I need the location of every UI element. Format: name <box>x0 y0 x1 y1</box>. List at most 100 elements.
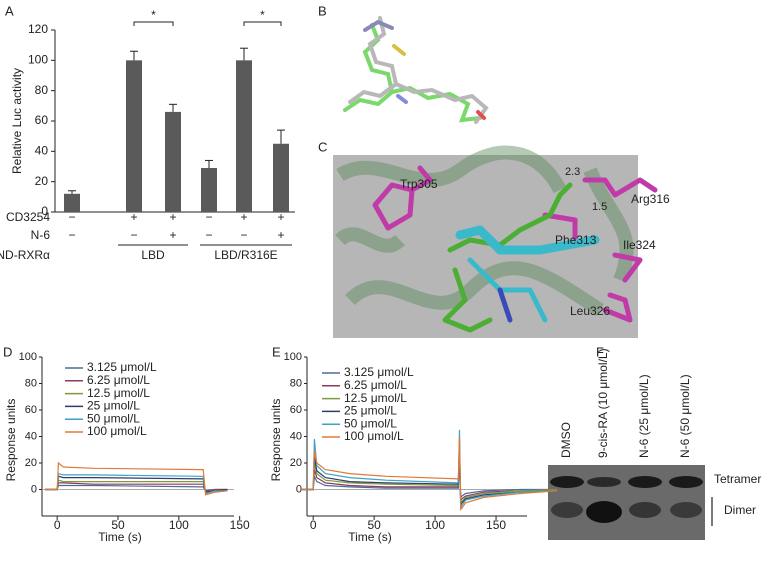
residue-label: Ile324 <box>623 238 656 252</box>
x-axis-title: Time (s) <box>348 530 392 544</box>
lane-label: N-6 (25 μmol/L) <box>637 374 651 458</box>
x-axis-title: Time (s) <box>98 530 142 544</box>
panel-label: F <box>596 344 604 359</box>
legend-label: 25 μmol/L <box>87 399 140 413</box>
residue-label: 2.3 <box>565 166 580 178</box>
legend-label: 6.25 μmol/L <box>87 373 150 387</box>
y-tick-label: 0 <box>41 204 48 218</box>
row-symbol: − <box>240 228 247 242</box>
legend-label: 100 μmol/L <box>344 429 404 443</box>
x-tick-label: 0 <box>54 518 61 532</box>
x-tick-label: 50 <box>367 518 381 532</box>
residue-label: Trp305 <box>400 177 438 191</box>
lane-label: 9-cis-RA (10 μmol/L) <box>596 348 610 458</box>
band-label: Tetramer <box>714 472 761 486</box>
y-tick-label: 80 <box>35 83 49 97</box>
y-tick-label: 20 <box>35 174 49 188</box>
x-tick-label: 0 <box>310 518 317 532</box>
row-symbol: − <box>68 228 75 242</box>
y-tick-label: 40 <box>290 430 302 442</box>
y-axis-title: Relative Luc activity <box>10 68 24 174</box>
y-tick-label: 120 <box>28 22 48 36</box>
panel-label: D <box>3 344 12 359</box>
row-symbol: + <box>277 210 284 224</box>
bar <box>64 193 80 212</box>
legend-label: 12.5 μmol/L <box>344 391 407 405</box>
group-row-label: pBIND-RXRα <box>0 248 50 262</box>
x-tick-label: 150 <box>230 518 250 532</box>
response-curve <box>45 484 228 492</box>
significance-bracket <box>133 21 174 26</box>
y-tick-label: 80 <box>290 377 302 389</box>
legend-label: 50 μmol/L <box>87 411 140 425</box>
x-tick-label: 100 <box>169 518 189 532</box>
bar <box>273 143 289 212</box>
y-tick-label: 60 <box>35 113 49 127</box>
row-symbol: − <box>205 228 212 242</box>
response-curve <box>301 443 558 506</box>
bar <box>165 111 181 212</box>
row-symbol: + <box>169 228 176 242</box>
band-label: Dimer <box>724 503 756 517</box>
y-tick-label: 40 <box>35 144 49 158</box>
bar <box>126 60 142 213</box>
y-tick-label: 100 <box>19 351 37 363</box>
y-tick-label: 60 <box>290 404 302 416</box>
panel-label: B <box>318 3 327 18</box>
row-symbol: + <box>277 228 284 242</box>
residue-label: 1.5 <box>592 201 607 213</box>
legend-label: 100 μmol/L <box>87 424 147 438</box>
response-curve <box>301 462 557 499</box>
significance-label: * <box>260 8 265 22</box>
legend-label: 25 μmol/L <box>344 404 397 418</box>
response-curve <box>45 461 228 496</box>
y-tick-label: 20 <box>25 457 37 469</box>
molecule-overlay <box>343 16 489 124</box>
x-tick-label: 150 <box>486 518 506 532</box>
row-symbol: + <box>169 210 176 224</box>
residue-label: Phe313 <box>555 233 597 247</box>
y-axis-title: Response units <box>4 399 18 482</box>
bar <box>236 60 252 213</box>
residue-label: Arg316 <box>631 192 670 206</box>
y-tick-label: 0 <box>296 483 302 495</box>
response-curve <box>301 449 558 505</box>
row-symbol: − <box>68 210 75 224</box>
x-tick-label: 100 <box>425 518 445 532</box>
y-tick-label: 80 <box>25 377 37 389</box>
legend-label: 3.125 μmol/L <box>87 360 157 374</box>
significance-label: * <box>151 8 156 22</box>
y-tick-label: 100 <box>284 351 302 363</box>
lane-label: DMSO <box>559 422 573 458</box>
y-tick-label: 60 <box>25 404 37 416</box>
group-label: LBD <box>141 248 165 262</box>
lane-label: N-6 (50 μmol/L) <box>678 374 692 458</box>
y-tick-label: 20 <box>290 457 302 469</box>
y-tick-label: 100 <box>28 53 48 67</box>
panel-label: A <box>5 3 14 18</box>
bar <box>201 168 217 212</box>
row-label: N-6 <box>31 228 51 242</box>
panel-label: E <box>272 344 281 359</box>
binding-pocket-view <box>333 145 658 338</box>
row-symbol: − <box>205 210 212 224</box>
legend-label: 3.125 μmol/L <box>344 365 414 379</box>
legend-label: 50 μmol/L <box>344 416 397 430</box>
row-symbol: + <box>130 210 137 224</box>
row-symbol: − <box>130 228 137 242</box>
response-curve <box>301 429 558 509</box>
residue-label: Leu326 <box>570 304 610 318</box>
response-curve <box>301 456 558 502</box>
group-label: LBD/R316E <box>214 248 277 262</box>
y-tick-label: 40 <box>25 430 37 442</box>
x-tick-label: 50 <box>111 518 125 532</box>
significance-bracket <box>243 21 282 26</box>
response-curve <box>301 436 558 511</box>
y-axis-title: Response units <box>269 399 283 482</box>
y-tick-label: 0 <box>31 483 37 495</box>
panel-label: C <box>318 139 327 154</box>
row-label: CD3254 <box>6 210 50 224</box>
row-symbol: + <box>240 210 247 224</box>
legend-label: 12.5 μmol/L <box>87 386 150 400</box>
